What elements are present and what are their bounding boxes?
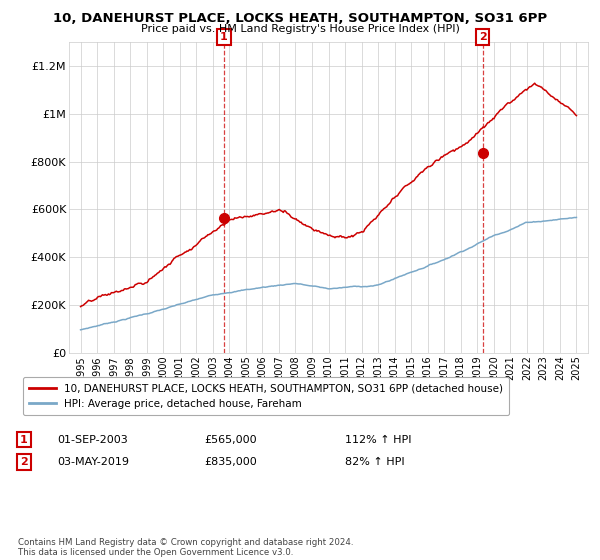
Legend: 10, DANEHURST PLACE, LOCKS HEATH, SOUTHAMPTON, SO31 6PP (detached house), HPI: A: 10, DANEHURST PLACE, LOCKS HEATH, SOUTHA… — [23, 377, 509, 415]
Text: 03-MAY-2019: 03-MAY-2019 — [57, 457, 129, 467]
Text: £835,000: £835,000 — [204, 457, 257, 467]
Text: 2: 2 — [20, 457, 28, 467]
Text: 82% ↑ HPI: 82% ↑ HPI — [345, 457, 404, 467]
Text: 112% ↑ HPI: 112% ↑ HPI — [345, 435, 412, 445]
Text: £565,000: £565,000 — [204, 435, 257, 445]
Text: 2: 2 — [479, 32, 487, 42]
Text: 01-SEP-2003: 01-SEP-2003 — [57, 435, 128, 445]
Text: Contains HM Land Registry data © Crown copyright and database right 2024.
This d: Contains HM Land Registry data © Crown c… — [18, 538, 353, 557]
Text: 1: 1 — [220, 32, 228, 42]
Text: Price paid vs. HM Land Registry's House Price Index (HPI): Price paid vs. HM Land Registry's House … — [140, 24, 460, 34]
Text: 1: 1 — [20, 435, 28, 445]
Text: 10, DANEHURST PLACE, LOCKS HEATH, SOUTHAMPTON, SO31 6PP: 10, DANEHURST PLACE, LOCKS HEATH, SOUTHA… — [53, 12, 547, 25]
